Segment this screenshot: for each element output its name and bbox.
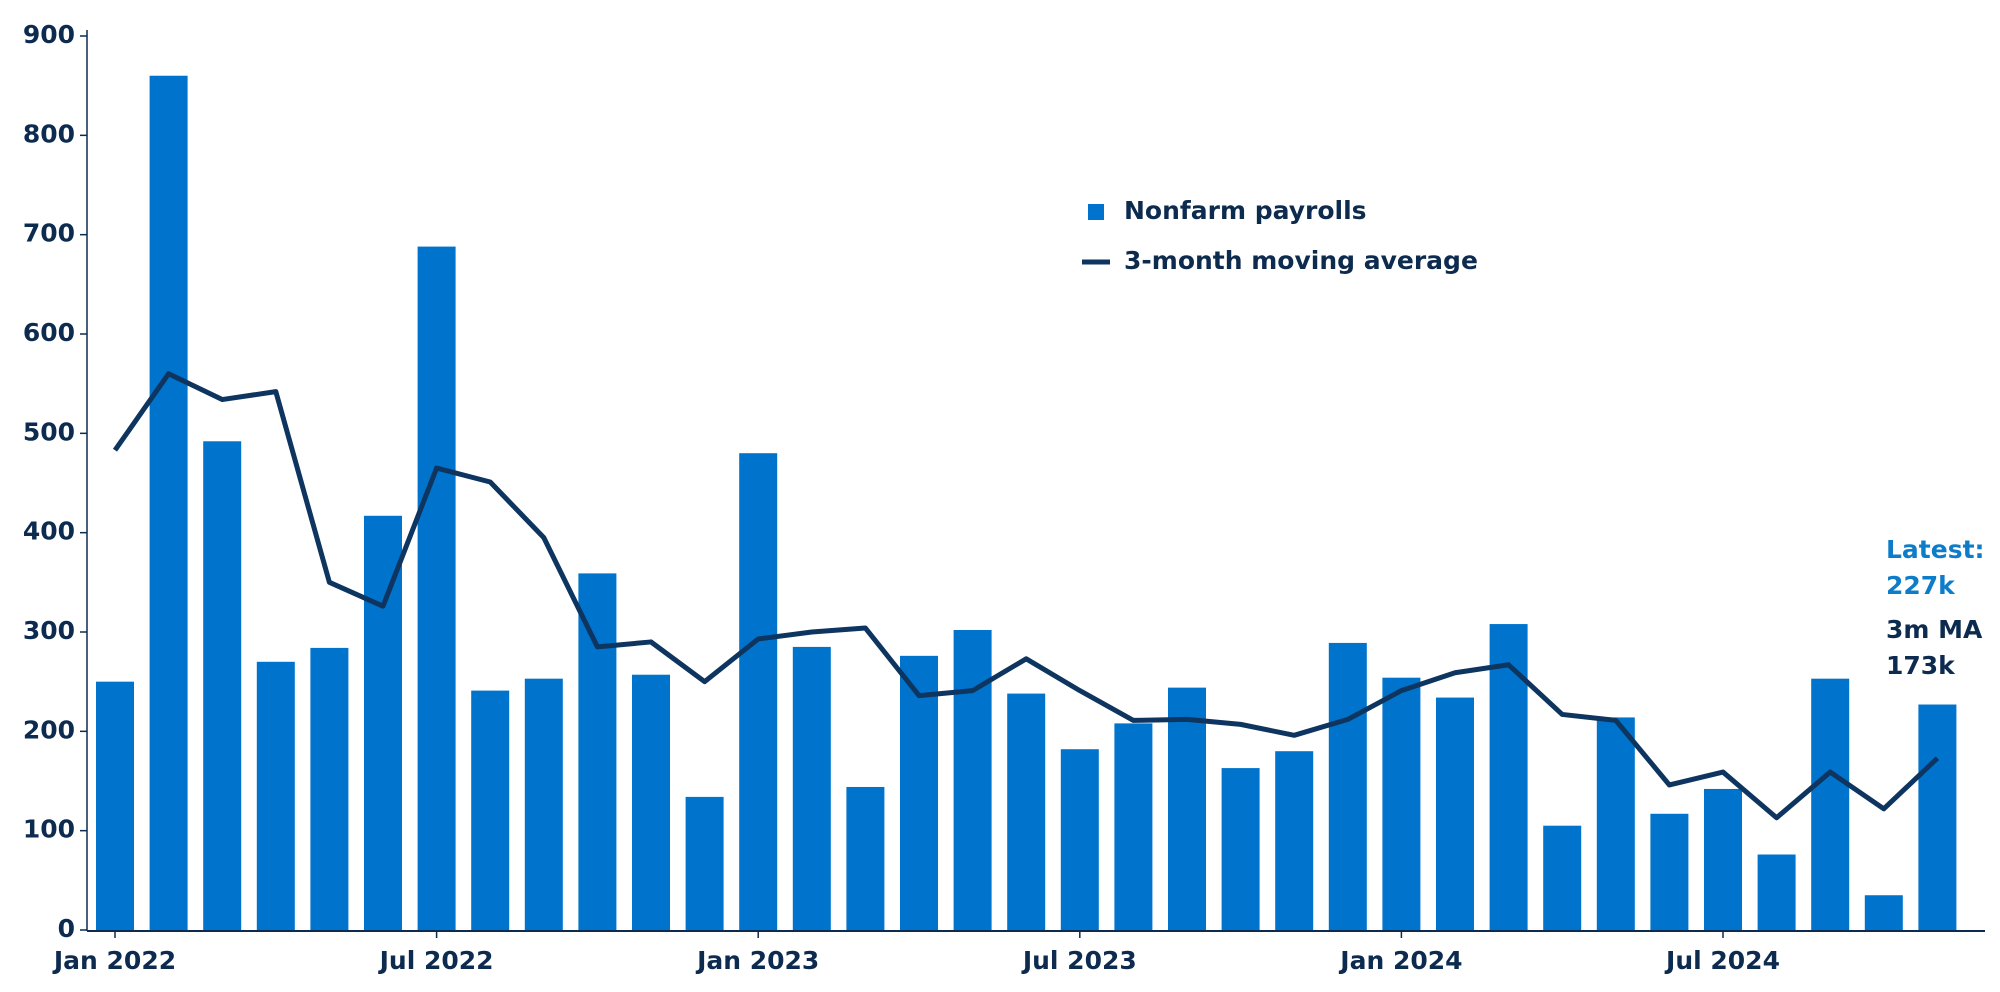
bar	[1543, 825, 1582, 930]
bar	[846, 786, 885, 930]
bar	[1436, 697, 1474, 930]
bar	[900, 655, 938, 930]
y-tick-label: 200	[23, 715, 75, 744]
bar	[1328, 642, 1367, 930]
x-tick-label: Jul 2023	[1021, 946, 1137, 975]
legend-label: 3-month moving average	[1124, 246, 1478, 275]
legend-swatch	[1088, 204, 1104, 220]
annotation: 3m MA	[1886, 615, 1983, 644]
bar	[1489, 624, 1528, 930]
bar	[1650, 813, 1689, 930]
bar	[1864, 895, 1903, 930]
bar	[1596, 717, 1635, 930]
x-tick-label: Jan 2023	[695, 946, 819, 975]
legend-label: Nonfarm payrolls	[1124, 196, 1367, 225]
bar	[364, 515, 402, 930]
bar	[1275, 751, 1314, 930]
y-tick-label: 400	[23, 517, 75, 546]
bar	[685, 796, 724, 930]
x-tick-label: Jul 2022	[378, 946, 494, 975]
bar	[1168, 687, 1206, 930]
bar	[471, 690, 510, 930]
bar	[1811, 678, 1850, 930]
bar	[1918, 704, 1957, 930]
y-tick-label: 0	[58, 914, 75, 943]
bar	[256, 661, 295, 930]
bar	[1704, 788, 1742, 930]
y-tick-label: 500	[23, 417, 75, 446]
bar	[1114, 723, 1153, 930]
bar	[1060, 749, 1099, 930]
bar	[310, 647, 349, 930]
bar	[578, 573, 617, 930]
y-tick-label: 900	[23, 20, 75, 49]
bar	[792, 646, 831, 930]
bar	[739, 453, 778, 930]
bar	[1221, 768, 1260, 930]
bar	[149, 75, 188, 930]
bar	[417, 246, 456, 930]
bar	[953, 630, 992, 930]
y-tick-label: 100	[23, 815, 75, 844]
bar	[203, 441, 242, 930]
line	[112, 371, 1940, 821]
y-tick-label: 700	[23, 219, 75, 248]
bar	[1757, 854, 1796, 930]
bar	[1382, 677, 1421, 930]
y-tick-label: 800	[23, 119, 75, 148]
y-tick-label: 300	[23, 616, 75, 645]
bar	[632, 674, 670, 930]
x-tick-label: Jan 2022	[52, 946, 176, 975]
annotation: 173k	[1886, 651, 1956, 680]
bar	[524, 678, 563, 930]
y-tick-label: 600	[23, 318, 75, 347]
bar	[96, 681, 134, 930]
annotation: Latest:	[1886, 535, 1985, 564]
annotation: 227k	[1886, 571, 1956, 600]
x-tick-label: Jul 2024	[1664, 946, 1780, 975]
bar	[1007, 693, 1046, 930]
x-tick-label: Jan 2024	[1338, 946, 1462, 975]
